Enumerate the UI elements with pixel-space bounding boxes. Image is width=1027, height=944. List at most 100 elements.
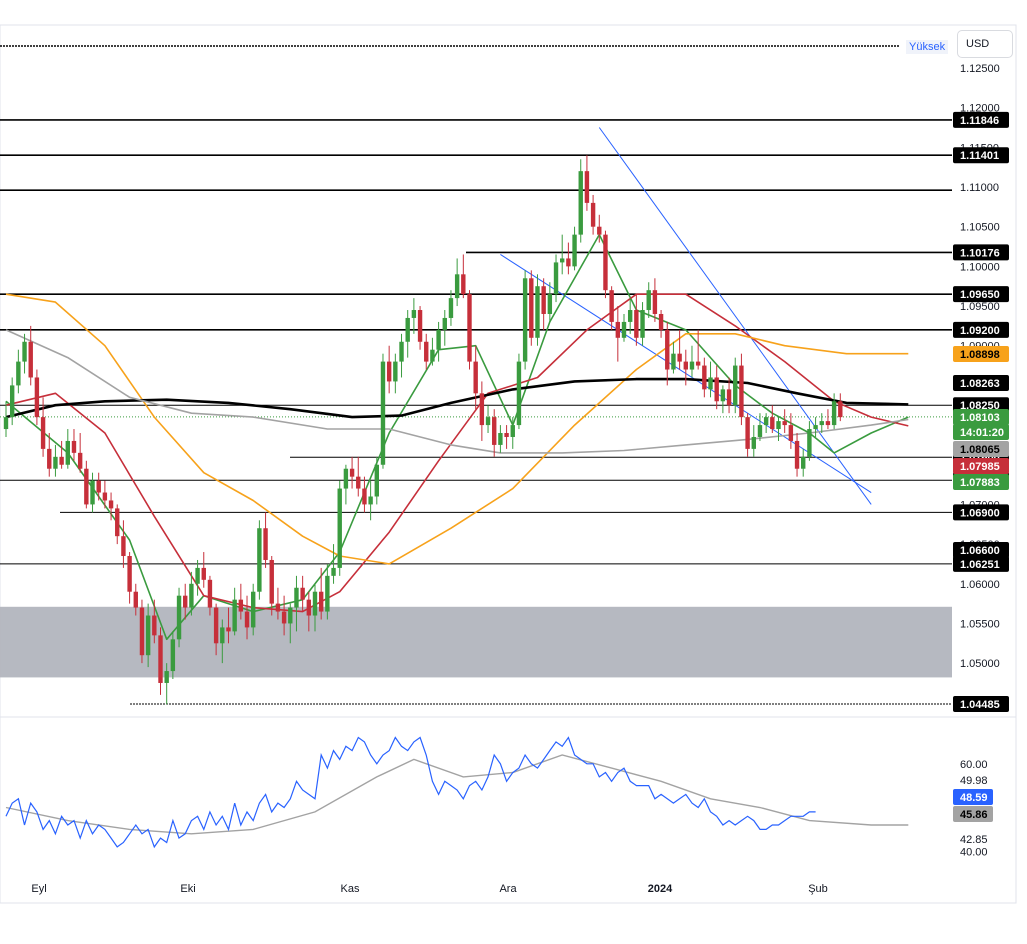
candle-body	[683, 361, 688, 370]
candle-body	[318, 591, 324, 612]
candle-body	[615, 321, 621, 338]
level-price-label: 1.09200	[960, 325, 1000, 337]
candle-body	[300, 587, 305, 600]
candle-body	[47, 448, 52, 469]
candle-body	[504, 433, 509, 437]
candle-body	[275, 603, 281, 612]
price-badge-ma_red-bg	[953, 458, 1009, 474]
candle-body	[84, 468, 89, 505]
price-badge-ma_black-bg	[953, 375, 1009, 391]
candle-body	[411, 310, 417, 318]
candle-body	[325, 575, 330, 612]
price-tick-label: 1.05000	[960, 658, 1000, 670]
candle-body	[34, 377, 40, 418]
candle-body	[516, 361, 522, 426]
candle-body	[763, 417, 769, 426]
rsi-badge-bg	[953, 806, 993, 822]
candle-body	[448, 298, 454, 318]
moving-average-line	[5, 293, 909, 613]
price-tick-label: 1.09500	[960, 301, 1000, 313]
time-tick-label: Şub	[808, 883, 828, 895]
level-price-label-bg	[953, 696, 1009, 712]
candle-body	[726, 389, 732, 406]
price-badge-ma_red: 1.07985	[960, 461, 1000, 473]
candle-body	[566, 258, 571, 267]
currency-button[interactable]: USD	[957, 30, 1013, 58]
candle-body	[281, 611, 287, 624]
rsi-tick-label: 42.85	[960, 834, 988, 846]
candle-body	[176, 595, 182, 640]
time-tick-label: Eki	[180, 883, 195, 895]
moving-average-line	[5, 377, 909, 419]
candle-body	[665, 329, 670, 370]
candle-body	[183, 595, 188, 608]
chart-border	[0, 24, 1017, 904]
candle-body	[751, 436, 756, 449]
candle-body	[498, 433, 503, 445]
candle-body	[393, 361, 398, 382]
candle-body	[609, 290, 614, 322]
candle-body	[90, 480, 95, 505]
price-tick-label: 1.12000	[960, 103, 1000, 115]
candle-body	[739, 365, 744, 418]
candle-body	[9, 385, 15, 418]
candle-body	[158, 635, 163, 683]
candle-body	[164, 671, 169, 683]
level-price-label-bg	[953, 321, 1009, 338]
candle-body	[40, 417, 46, 449]
candle-body	[133, 591, 138, 608]
price-tick-label: 1.06000	[960, 579, 1000, 591]
rsi-level-label: 49.98	[960, 775, 988, 787]
level-price-label: 1.04485	[960, 699, 1000, 711]
candle-body	[380, 361, 386, 465]
candle-body	[646, 290, 651, 311]
level-price-label-bg	[953, 147, 1009, 164]
candle-body	[288, 607, 293, 624]
candle-body	[541, 286, 546, 314]
time-tick-label: Eyl	[31, 883, 46, 895]
candle-body	[59, 456, 64, 465]
candle-body	[572, 234, 577, 267]
candle-body	[770, 417, 775, 430]
level-price-label-bg	[953, 286, 1009, 303]
candle-body	[603, 234, 608, 291]
candle-body	[226, 627, 231, 632]
trendline	[598, 127, 872, 505]
candle-body	[578, 171, 583, 235]
moving-average-line	[5, 293, 909, 565]
level-price-label-bg	[953, 555, 1009, 572]
time-tick-label: 2024	[648, 883, 673, 895]
candle-body	[244, 611, 250, 628]
candle-body	[102, 492, 108, 501]
candle-body	[145, 615, 151, 656]
candle-body	[807, 429, 812, 457]
candle-body	[65, 440, 70, 465]
candle-body	[801, 456, 806, 469]
level-price-label: 1.09650	[960, 289, 1000, 301]
time-tick-label: Ara	[499, 883, 517, 895]
candle-body	[195, 567, 200, 584]
price-tick-label: 1.11000	[960, 182, 999, 194]
high-label: Yüksek	[906, 40, 949, 54]
candle-body	[96, 480, 101, 493]
price-badge-ma_black: 1.08263	[960, 378, 1000, 390]
candle-body	[269, 559, 274, 604]
candle-body	[838, 401, 843, 418]
candle-body	[720, 389, 726, 402]
candle-body	[417, 310, 423, 342]
price-badge-countdown: 14:01:20	[960, 427, 1004, 439]
candle-body	[331, 567, 336, 576]
candle-body	[454, 274, 460, 299]
candle-body	[16, 361, 21, 386]
candle-body	[3, 417, 9, 430]
candle-body	[788, 425, 794, 441]
price-badge-ma_orange: 1.08898	[960, 349, 1000, 361]
candle-body	[535, 286, 540, 338]
candle-body	[53, 456, 58, 469]
candle-body	[442, 317, 447, 330]
candle-body	[677, 353, 682, 362]
candle-body	[201, 567, 206, 580]
candle-body	[220, 627, 225, 644]
